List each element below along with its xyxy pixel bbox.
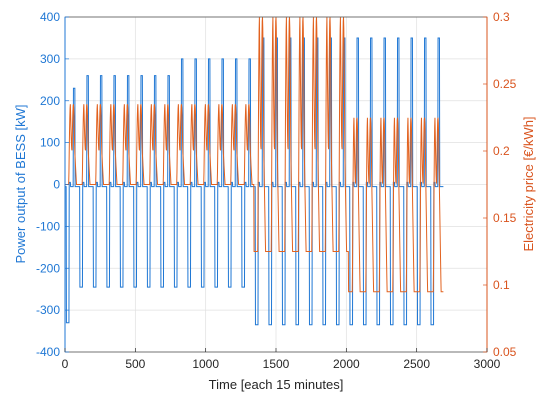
- electricity-price-series: [65, 17, 444, 293]
- left-tick-label: 400: [40, 10, 60, 24]
- x-axis-ticks: 0 500 1000 1500 2000 2500 3000: [62, 348, 501, 371]
- left-tick-label: 300: [40, 52, 60, 66]
- right-tick-label: 0.3: [493, 10, 510, 24]
- left-tick-label: -400: [36, 345, 60, 359]
- right-axis-label: Electricity price [€/kWh]: [521, 116, 536, 251]
- x-axis-label: Time [each 15 minutes]: [209, 377, 344, 392]
- right-axis-ticks: 0.05 0.1 0.15 0.2 0.25 0.3: [483, 10, 517, 359]
- right-tick-label: 0.2: [493, 144, 510, 158]
- left-tick-label: 200: [40, 94, 60, 108]
- x-tick-label: 3000: [474, 357, 501, 371]
- left-tick-label: -300: [36, 303, 60, 317]
- left-tick-label: 0: [53, 178, 60, 192]
- left-axis-ticks: -400 -300 -200 -100 0 100 200 300 400: [36, 10, 69, 359]
- x-tick-label: 1000: [192, 357, 219, 371]
- left-axis-label: Power output of BESS [kW]: [13, 105, 28, 264]
- left-tick-label: 100: [40, 136, 60, 150]
- x-tick-label: 2500: [403, 357, 430, 371]
- right-tick-label: 0.25: [493, 77, 517, 91]
- x-tick-label: 500: [125, 357, 145, 371]
- left-tick-label: -200: [36, 261, 60, 275]
- plot-area: [65, 17, 444, 326]
- right-tick-label: 0.15: [493, 211, 517, 225]
- right-tick-label: 0.05: [493, 345, 517, 359]
- x-tick-label: 2000: [333, 357, 360, 371]
- x-tick-label: 1500: [263, 357, 290, 371]
- x-tick-label: 0: [62, 357, 69, 371]
- right-tick-label: 0.1: [493, 278, 510, 292]
- left-tick-label: -100: [36, 219, 60, 233]
